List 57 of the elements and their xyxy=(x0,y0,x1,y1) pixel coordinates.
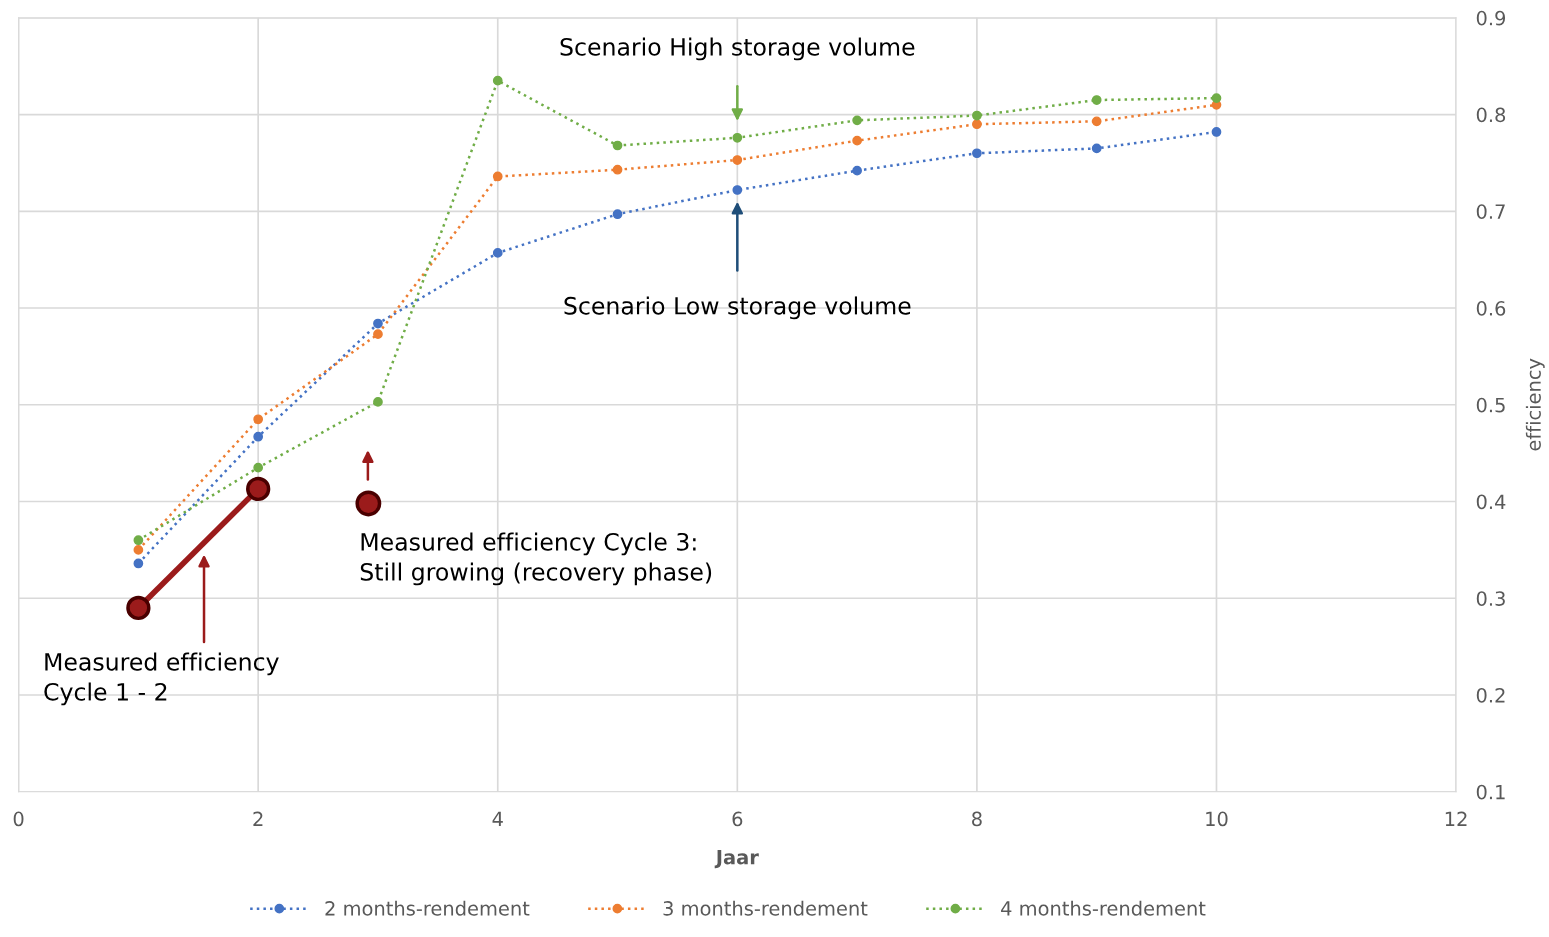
point xyxy=(1091,116,1102,127)
x-tick-label: 6 xyxy=(732,811,743,827)
point xyxy=(373,318,383,329)
point xyxy=(1211,93,1222,103)
y-tick-label: 0.8 xyxy=(1476,107,1506,123)
point xyxy=(732,155,743,165)
point xyxy=(355,490,382,517)
point xyxy=(133,535,144,546)
y-tick-label: 0.5 xyxy=(1476,397,1505,413)
point xyxy=(1091,95,1102,105)
point xyxy=(1091,143,1102,154)
point xyxy=(852,135,862,146)
annotation: Scenario Low storage volume xyxy=(564,296,911,320)
point xyxy=(732,132,743,143)
x-tick-label: 4 xyxy=(492,811,503,826)
y-tick-label: 0.1 xyxy=(1476,784,1505,800)
x-tick-label: 2 xyxy=(253,811,263,826)
point xyxy=(612,164,623,175)
point xyxy=(612,209,623,220)
y-tick-label: 0.6 xyxy=(1476,300,1506,316)
point xyxy=(1211,127,1222,137)
y-tick-label: 0.7 xyxy=(1476,204,1505,219)
y-tick-label: 0.4 xyxy=(1476,494,1506,510)
y-tick-label: 0.2 xyxy=(1476,687,1505,703)
x-tick-label: 0 xyxy=(13,811,24,827)
point xyxy=(972,119,982,130)
x-tick-label: 8 xyxy=(972,811,982,827)
point xyxy=(126,595,151,621)
legend-label: 4 months-rendement xyxy=(1001,900,1206,916)
x-tick-label: 10 xyxy=(1206,811,1228,827)
x-tick-label: 12 xyxy=(1445,811,1467,826)
legend-label: 2 months-rendement xyxy=(325,900,530,916)
point xyxy=(492,171,503,182)
point xyxy=(253,431,264,442)
point xyxy=(852,165,862,176)
point xyxy=(492,75,503,86)
point xyxy=(972,110,982,121)
point xyxy=(133,545,144,555)
point xyxy=(373,397,383,407)
annotation: Scenario High storage volume xyxy=(560,37,915,61)
point xyxy=(852,115,862,126)
point xyxy=(492,248,503,258)
legend-label: 3 months-rendement xyxy=(663,900,868,916)
point xyxy=(133,558,144,569)
y-tick-label: 0.9 xyxy=(1476,10,1506,26)
annotation: Measured efficiency Cycle 1 - 2 xyxy=(44,652,279,706)
point xyxy=(253,414,264,425)
y-tick-label: 0.3 xyxy=(1476,591,1505,606)
point xyxy=(373,329,383,340)
annotation: Measured efficiency Cycle 3: Still growing (recovery phase) xyxy=(360,532,712,586)
point xyxy=(246,476,271,502)
point xyxy=(972,148,982,159)
y-axis-title: efficiency xyxy=(1525,358,1545,451)
point xyxy=(253,462,264,473)
point xyxy=(612,140,623,151)
point xyxy=(732,185,743,195)
x-axis-title: Jaar xyxy=(714,850,759,869)
